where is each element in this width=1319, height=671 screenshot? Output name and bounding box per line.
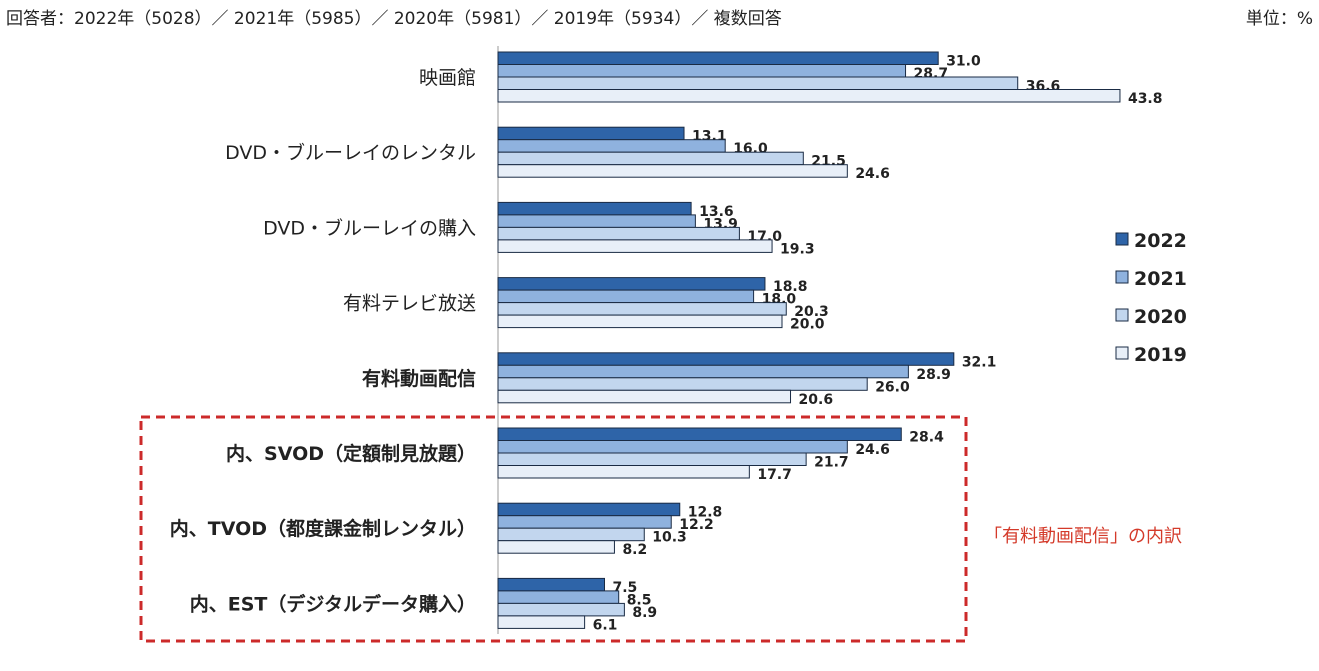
bar-2019 xyxy=(497,389,792,404)
breakdown-annotation: 「有料動画配信」の内訳 xyxy=(984,526,1182,547)
bar-2020 xyxy=(497,602,625,617)
value-label-2019: 17.7 xyxy=(757,467,792,483)
bar-2021 xyxy=(497,515,672,529)
value-label-2019: 8.2 xyxy=(622,542,647,558)
value-label-2019: 20.0 xyxy=(790,317,825,333)
category-label: 有料テレビ放送 xyxy=(343,293,476,315)
value-label-2020: 21.7 xyxy=(814,455,849,471)
bar-2020 xyxy=(497,452,807,466)
legend-swatch-2020 xyxy=(1115,308,1129,322)
value-label-2021: 12.2 xyxy=(679,517,714,533)
bar-2022 xyxy=(497,352,955,366)
value-label-2020: 20.3 xyxy=(794,304,829,320)
value-label-2020: 8.9 xyxy=(632,605,657,621)
bar-2019 xyxy=(497,164,848,178)
bar-2021 xyxy=(497,289,755,304)
value-label-2021: 24.6 xyxy=(855,442,890,458)
value-label-2019: 24.6 xyxy=(855,166,890,182)
bar-2020 xyxy=(497,302,787,316)
category-label: DVD・ブルーレイのレンタル xyxy=(225,141,476,164)
bar-2019 xyxy=(497,465,750,479)
value-label-2021: 8.5 xyxy=(627,592,652,608)
bar-2021 xyxy=(497,590,620,604)
bar-2022 xyxy=(497,577,605,592)
legend-label-2021: 2021 xyxy=(1134,268,1187,290)
bar-2021 xyxy=(497,440,848,454)
bar-2020 xyxy=(497,226,740,241)
bar-2022 xyxy=(497,502,681,517)
legend-swatch-2019 xyxy=(1115,346,1129,360)
category-label: 有料動画配信 xyxy=(362,367,476,390)
category-label: 内、TVOD（都度課金制レンタル） xyxy=(170,517,476,540)
bar-2020 xyxy=(497,76,1019,90)
value-label-2022: 32.1 xyxy=(962,354,997,370)
bar-2022 xyxy=(497,126,685,141)
bar-2019 xyxy=(497,239,773,253)
value-label-2021: 28.9 xyxy=(916,367,951,383)
bar-2021 xyxy=(497,364,909,379)
unit-label: 単位：% xyxy=(1245,9,1313,29)
legend-swatch-2021 xyxy=(1115,270,1129,284)
value-label-2022: 18.8 xyxy=(773,279,808,295)
bar-2021 xyxy=(497,214,696,228)
value-label-2022: 31.0 xyxy=(946,54,981,70)
value-label-2019: 19.3 xyxy=(780,241,815,257)
respondents-header: 回答者：2022年（5028）／ 2021年（5985）／ 2020年（5981… xyxy=(6,9,782,29)
legend-label-2019: 2019 xyxy=(1134,344,1187,366)
legend-label-2020: 2020 xyxy=(1134,306,1187,328)
bar-2019 xyxy=(497,314,783,329)
value-label-2020: 26.0 xyxy=(875,379,910,395)
bar-2020 xyxy=(497,527,645,542)
bar-2022 xyxy=(497,51,939,65)
bar-2019 xyxy=(497,615,586,629)
bar-2019 xyxy=(497,540,615,554)
legend-label-2022: 2022 xyxy=(1134,230,1187,252)
bar-2022 xyxy=(497,427,902,441)
category-label: 内、SVOD（定額制見放題） xyxy=(226,442,476,465)
category-label: 内、EST（デジタルデータ購入） xyxy=(190,592,476,615)
highlight-box xyxy=(139,415,968,643)
value-label-2019: 43.8 xyxy=(1128,91,1163,107)
bar-2020 xyxy=(497,151,804,166)
value-label-2020: 10.3 xyxy=(652,530,687,546)
bar-2022 xyxy=(497,277,766,291)
bar-2020 xyxy=(497,377,868,391)
category-label: 映画館 xyxy=(419,67,476,89)
value-label-2019: 20.6 xyxy=(799,392,834,408)
bar-2021 xyxy=(497,64,907,78)
bar-2021 xyxy=(497,139,726,153)
legend-swatch-2022 xyxy=(1115,232,1129,246)
category-label: DVD・ブルーレイの購入 xyxy=(263,216,476,239)
bar-2019 xyxy=(497,89,1121,103)
bar-2022 xyxy=(497,201,692,216)
value-label-2022: 12.8 xyxy=(688,505,723,521)
value-label-2022: 13.6 xyxy=(699,204,734,220)
value-label-2022: 28.4 xyxy=(909,430,944,446)
value-label-2019: 6.1 xyxy=(593,617,618,633)
